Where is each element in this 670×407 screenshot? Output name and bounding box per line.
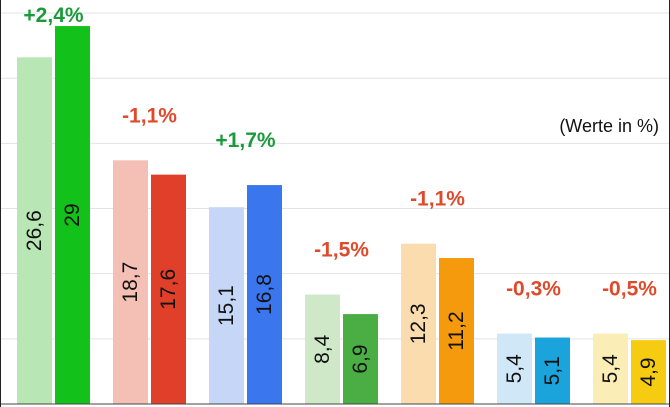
bar — [497, 333, 532, 404]
bar — [401, 243, 436, 404]
change-label: -1,5% — [314, 239, 369, 262]
bar — [17, 57, 52, 405]
bar — [113, 160, 148, 404]
bar-value-label: 5,4 — [503, 354, 526, 384]
bar-value-label: 15,1 — [215, 285, 238, 326]
bar — [55, 26, 90, 405]
change-label: -1,1% — [122, 104, 177, 127]
bar-value-label: 6,9 — [349, 344, 372, 373]
bar — [631, 340, 666, 404]
bar-value-label: 12,3 — [407, 303, 430, 344]
change-label: +1,7% — [215, 129, 275, 152]
bar-value-label: 8,4 — [311, 334, 334, 364]
change-label: -0,5% — [602, 278, 657, 301]
bar — [593, 333, 628, 404]
bar — [439, 258, 474, 404]
bar-value-label: 16,8 — [253, 274, 276, 315]
bar-value-label: 5,4 — [599, 354, 622, 384]
change-label: +2,4% — [23, 4, 83, 27]
bar-value-label: 11,2 — [445, 311, 468, 350]
bar-value-label: 4,9 — [637, 357, 660, 386]
bar — [209, 207, 244, 404]
unit-note: (Werte in %) — [559, 116, 659, 136]
bar — [247, 185, 282, 404]
change-label: -0,3% — [506, 278, 561, 301]
bar — [305, 294, 340, 404]
bar — [151, 174, 186, 404]
bar-value-label: 5,1 — [541, 356, 564, 385]
bar-value-label: 18,7 — [119, 262, 142, 303]
bar-value-label: 29 — [61, 203, 84, 226]
bar-value-label: 26,6 — [23, 210, 46, 251]
bar — [343, 314, 378, 404]
bar — [535, 337, 570, 404]
bar-value-label: 17,6 — [157, 269, 180, 310]
change-label: -1,1% — [410, 188, 465, 211]
